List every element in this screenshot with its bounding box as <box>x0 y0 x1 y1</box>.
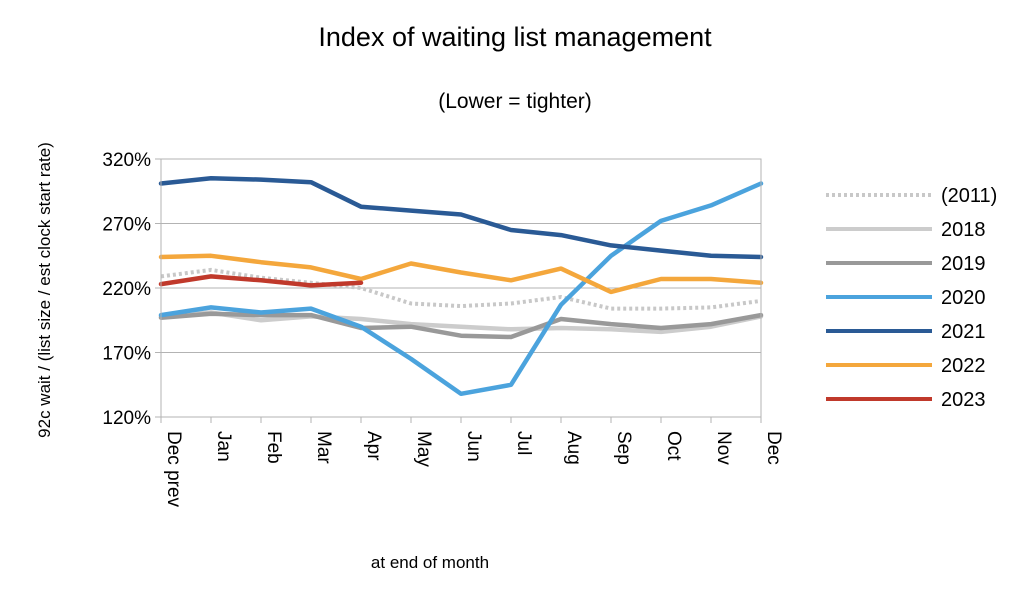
legend-label: 2020 <box>941 287 986 309</box>
series-line <box>160 267 762 311</box>
chart-title: Index of waiting list management <box>318 22 712 52</box>
grid <box>155 158 762 423</box>
series-line <box>158 274 364 288</box>
y-tick-label: 270% <box>102 215 151 236</box>
x-tick-label: Dec <box>763 431 784 465</box>
legend-label: 2019 <box>941 253 986 275</box>
x-tick-label: Jun <box>463 431 484 462</box>
x-axis-label: at end of month <box>371 553 489 572</box>
x-tick-label: May <box>413 431 434 467</box>
x-tick-label: Jul <box>513 431 534 455</box>
legend-label: 2023 <box>941 389 986 411</box>
legend-label: 2021 <box>941 321 986 343</box>
x-tick-label: Nov <box>713 431 734 465</box>
legend: (2011) 2018 2019 2020 2021 2022 2023 <box>826 185 997 411</box>
series-line <box>158 310 764 335</box>
x-tick-label: Oct <box>663 431 684 461</box>
series-lines <box>158 176 764 397</box>
x-tick-label: Dec prev <box>163 431 184 508</box>
x-tick-labels: Dec prev Jan Feb Mar Apr May Jun Jul Aug Sep Oct No… <box>163 431 784 508</box>
x-tick-label: Aug <box>563 431 584 465</box>
legend-label: 2018 <box>941 219 986 241</box>
y-tick-labels: 120% 170% 220% 270% 320% <box>102 150 151 429</box>
x-tick-label: Mar <box>313 431 334 464</box>
x-tick-label: Feb <box>263 431 284 464</box>
plot-frame <box>160 158 762 418</box>
x-tick-label: Sep <box>613 431 634 465</box>
series-line <box>158 176 764 260</box>
legend-label: (2011) <box>941 185 997 207</box>
y-tick-label: 320% <box>102 150 151 171</box>
chart-subtitle: (Lower = tighter) <box>438 90 591 113</box>
legend-label: 2022 <box>941 355 986 377</box>
series-line <box>158 311 764 340</box>
y-tick-label: 220% <box>102 279 151 300</box>
y-axis-label: 92c wait / (list size / est clock start … <box>35 142 54 438</box>
y-tick-label: 170% <box>102 344 151 365</box>
x-tick-label: Jan <box>213 431 234 462</box>
y-tick-label: 120% <box>102 408 151 429</box>
series-line <box>158 253 764 295</box>
series-line <box>158 181 764 397</box>
x-tick-label: Apr <box>363 431 384 461</box>
